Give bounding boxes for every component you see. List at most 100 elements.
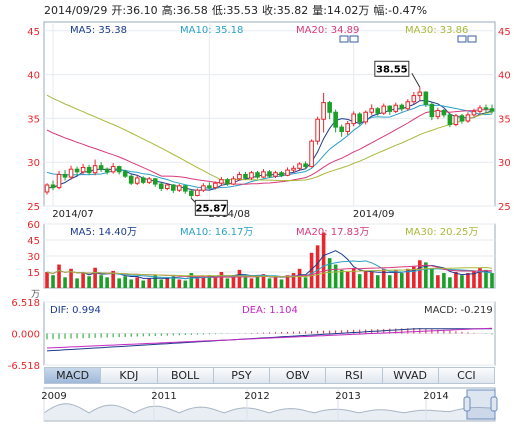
price-y-tick-right: 25 — [498, 202, 511, 213]
candle-body — [423, 91, 429, 105]
volume-bar — [351, 268, 356, 288]
volume-bar — [99, 275, 103, 288]
candle-body — [128, 175, 134, 184]
candle-body — [381, 105, 387, 114]
macd-legend-item: DEA: 1.104 — [242, 305, 298, 316]
candle-body — [363, 111, 369, 123]
volume-bar — [339, 269, 344, 288]
volume-bar — [412, 266, 416, 288]
tab-macd[interactable]: MACD — [44, 367, 101, 384]
candle-body — [122, 171, 128, 177]
price-y-tick-right: 45 — [498, 27, 511, 38]
quote-change: 幅:-0.47% — [373, 4, 428, 17]
quote-open: 开:36.10 — [111, 4, 158, 17]
volume-ma30-line — [46, 266, 493, 278]
high-callout-label: 38.55 — [376, 64, 408, 75]
volume-y-tick: 60 — [27, 220, 40, 231]
candle-body — [80, 166, 86, 173]
candle-body — [183, 185, 188, 192]
macd-y-tick: -6.518 — [8, 361, 40, 372]
volume-bar — [387, 275, 392, 288]
volume-bar — [303, 277, 308, 288]
tab-kdj[interactable]: KDJ — [100, 367, 157, 384]
candle-body — [417, 91, 423, 97]
candle-body — [357, 113, 363, 123]
candle-body — [255, 172, 260, 178]
volume-unit-label: 万 — [31, 290, 40, 300]
volume-bar — [255, 276, 260, 288]
volume-bar — [225, 278, 230, 288]
candle-body — [411, 95, 417, 103]
navigator-right-handle — [490, 396, 498, 412]
quote-high: 高:36.58 — [161, 4, 208, 17]
volume-bar — [153, 275, 158, 288]
candle-body — [447, 114, 453, 126]
volume-bar — [135, 277, 140, 288]
candle-body — [68, 168, 74, 178]
price-legend-item: MA10: 35.18 — [180, 25, 243, 36]
price-y-tick-right: 40 — [498, 71, 511, 82]
volume-bar — [267, 278, 272, 288]
candle-body — [231, 178, 236, 185]
quote-low: 低:35.53 — [211, 4, 259, 17]
marker-flag-icon — [349, 35, 359, 43]
volume-bar — [418, 260, 422, 288]
tab-wvad[interactable]: WVAD — [381, 367, 438, 384]
volume-bar — [213, 277, 218, 288]
volume-legend-item: MA30: 20.25万 — [405, 227, 478, 238]
candle-body — [158, 183, 164, 189]
quote-date: 2014/09/29 — [44, 4, 108, 17]
candle-body — [285, 169, 290, 176]
candle-body — [435, 109, 441, 118]
ma20-line — [46, 109, 493, 185]
volume-legend-item: MA5: 14.40万 — [70, 227, 137, 238]
candle-body — [56, 173, 62, 189]
volume-bar — [129, 279, 133, 288]
candle-body — [207, 185, 212, 189]
volume-bar — [363, 270, 368, 288]
volume-bar — [327, 258, 332, 288]
volume-bar — [357, 274, 362, 288]
tab-psy[interactable]: PSY — [212, 367, 269, 384]
quote-volume: 量:14.02万 — [312, 4, 370, 17]
candle-body — [104, 168, 110, 173]
macd-y-tick: 0.000 — [11, 330, 40, 341]
volume-bar — [297, 268, 302, 288]
price-legend-item: MA5: 35.38 — [70, 25, 127, 36]
candle-body — [110, 166, 116, 173]
volume-bar — [69, 268, 73, 288]
candle-body — [50, 184, 56, 189]
volume-bar — [171, 276, 176, 288]
tab-obv[interactable]: OBV — [269, 367, 326, 384]
volume-bar — [159, 279, 164, 288]
volume-bar — [81, 273, 85, 288]
candle-body — [303, 163, 308, 168]
volume-bar — [105, 277, 109, 288]
navigator-x-tick: 2012 — [244, 391, 269, 402]
candle-body — [92, 165, 98, 174]
candle-body — [146, 178, 152, 183]
volume-panel: 60 45 30 15 万 MA5: 14.40万 MA10: 16.17万 MA20: 17… — [27, 220, 496, 300]
candle-body — [176, 185, 182, 191]
volume-legend-item: MA10: 16.17万 — [180, 227, 253, 238]
volume-bar — [460, 275, 464, 288]
volume-bar — [249, 278, 254, 288]
tab-cci[interactable]: CCI — [437, 367, 495, 384]
volume-bar — [237, 269, 242, 288]
navigator-panel: 2009 2011 2012 2013 2014 — [41, 387, 498, 422]
volume-legend-item: MA20: 17.83万 — [296, 227, 369, 238]
candle-body — [405, 101, 411, 110]
volume-bar — [345, 272, 350, 288]
volume-bar — [309, 252, 314, 288]
candle-body — [170, 184, 176, 191]
tab-boll[interactable]: BOLL — [156, 367, 213, 384]
volume-y-tick: 15 — [27, 268, 40, 279]
tab-rsi[interactable]: RSI — [325, 367, 382, 384]
low-callout-box — [194, 199, 228, 216]
volume-bar — [261, 274, 266, 288]
candle-body — [315, 118, 320, 142]
volume-bar — [279, 279, 284, 288]
volume-bar — [436, 275, 440, 288]
candle-body — [483, 107, 489, 110]
